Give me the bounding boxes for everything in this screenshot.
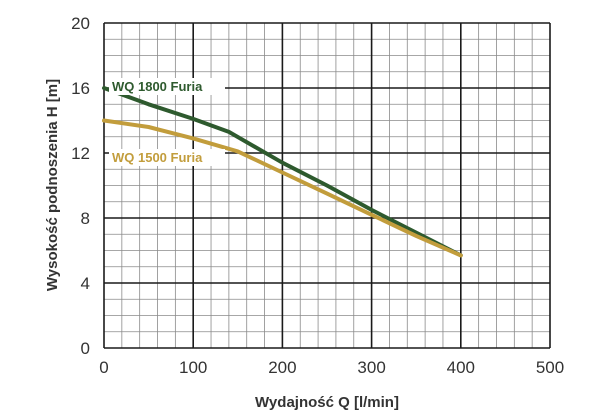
y-tick-label: 4 <box>81 274 90 293</box>
y-tick-label: 0 <box>81 339 90 358</box>
y-tick-label: 12 <box>71 144 90 163</box>
y-axis-title: Wysokość podnoszenia H [m] <box>44 79 61 291</box>
series-line <box>102 118 463 258</box>
y-tick-label: 16 <box>71 79 90 98</box>
tick-labels: 0 100 200 300 400 500 0 4 8 12 16 20 <box>71 14 564 377</box>
series-label: WQ 1800 Furia <box>112 79 203 94</box>
series-line <box>102 86 463 258</box>
x-tick-label: 300 <box>357 358 385 377</box>
x-tick-label: 400 <box>447 358 475 377</box>
x-tick-label: 0 <box>99 358 108 377</box>
series-lines <box>102 86 463 258</box>
series-label-background <box>109 149 225 166</box>
series-label: WQ 1500 Furia <box>112 150 203 165</box>
x-tick-label: 200 <box>268 358 296 377</box>
series-labels: WQ 1800 Furia WQ 1500 Furia <box>109 78 225 166</box>
y-tick-label: 8 <box>81 209 90 228</box>
x-axis-title: Wydajność Q [l/min] <box>255 394 399 411</box>
x-tick-label: 500 <box>536 358 564 377</box>
series-label-background <box>109 78 225 95</box>
y-tick-label: 20 <box>71 14 90 33</box>
x-tick-label: 100 <box>179 358 207 377</box>
